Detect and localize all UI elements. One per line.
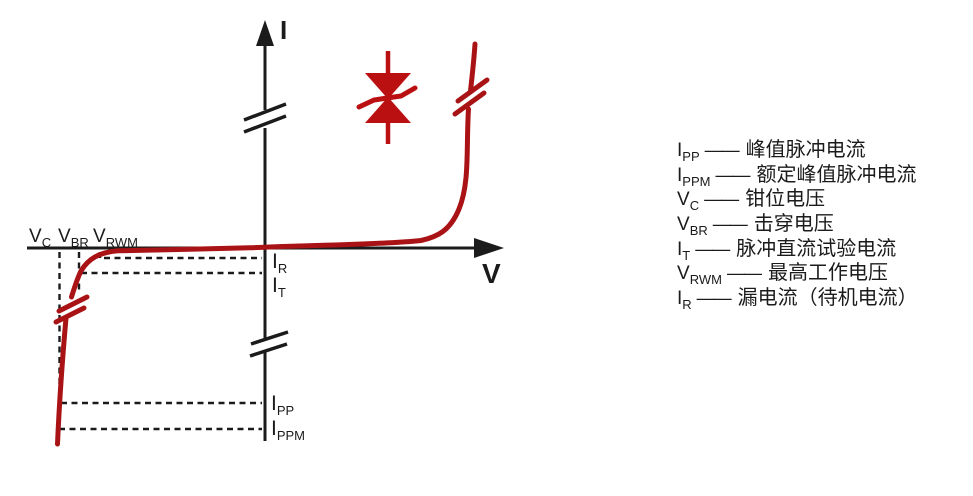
vbr-sub: BR <box>70 234 89 250</box>
legend-description: 脉冲直流试验电流 <box>736 237 897 260</box>
ippm-sub: PPM <box>276 428 306 444</box>
curve-right-top-segment <box>468 41 478 94</box>
y-axis-label: I <box>280 15 288 45</box>
label-vbr: VBR <box>58 227 89 249</box>
diode-lower-triangle <box>365 97 411 123</box>
legend-symbol: VBR <box>677 214 708 238</box>
y-axis-break-bottom <box>249 330 289 358</box>
x-axis-label: V <box>482 258 501 289</box>
iv-curve <box>55 41 478 447</box>
legend-description: 额定峰值脉冲电流 <box>756 163 917 186</box>
vrwm-main: V <box>93 226 106 247</box>
legend-dash: —— <box>704 140 740 160</box>
legend-description: 钳位电压 <box>745 188 826 211</box>
legend-item-ipp: IPP —— 峰值脉冲电流 <box>677 133 967 163</box>
ir-main: I <box>272 250 278 273</box>
legend-item-it: IT —— 脉冲直流试验电流 <box>677 232 967 262</box>
legend-item-vbr: VBR —— 击穿电压 <box>677 207 967 237</box>
vc-sub: C <box>41 234 52 250</box>
label-ipp: IPP <box>271 393 294 417</box>
legend-description: 最高工作电压 <box>767 262 888 285</box>
label-ippm: IPPM <box>271 418 305 442</box>
legend: IPP —— 峰值脉冲电流 IPPM —— 额定峰值脉冲电流 VC —— 钳位电… <box>677 133 967 311</box>
legend-symbol: IT <box>677 238 691 263</box>
ipp-sub: PP <box>276 403 295 419</box>
legend-symbol: IPP <box>677 140 700 164</box>
curve-break-left <box>53 294 90 325</box>
curve-main <box>69 106 471 300</box>
legend-item-ippm: IPPM —— 额定峰值脉冲电流 <box>677 158 967 188</box>
legend-description: 击穿电压 <box>753 213 834 236</box>
it-sub: T <box>277 285 286 301</box>
ippm-main: I <box>271 417 277 440</box>
y-axis-arrowhead <box>256 20 274 46</box>
legend-description: 漏电流（待机电流） <box>737 287 918 310</box>
diode-zener-bar <box>356 85 418 110</box>
y-axis-break-top <box>243 102 287 134</box>
label-vc: VC <box>29 227 51 249</box>
legend-symbol: IR <box>677 288 692 312</box>
ir-sub: R <box>277 261 288 277</box>
it-main: I <box>272 274 278 297</box>
legend-item-vrwm: VRWM —— 最高工作电压 <box>677 256 967 286</box>
legend-dash: —— <box>726 263 762 284</box>
legend-symbol: VRWM <box>677 263 722 288</box>
label-it: IT <box>272 275 286 299</box>
legend-dash: —— <box>712 214 748 235</box>
vc-main: V <box>29 226 42 247</box>
curve-break-right <box>452 77 490 117</box>
legend-symbol: IPPM <box>677 164 711 189</box>
vbr-main: V <box>58 226 71 247</box>
curve-left-bottom-segment <box>55 315 69 447</box>
ipp-main: I <box>271 392 277 415</box>
legend-dash: —— <box>696 288 732 309</box>
legend-dash: —— <box>704 189 739 210</box>
vrwm-sub: RWM <box>105 234 138 250</box>
legend-item-vc: VC —— 钳位电压 <box>677 182 967 212</box>
diode-upper-triangle <box>365 73 411 99</box>
x-axis-arrowhead <box>474 238 504 258</box>
legend-description: 峰值脉冲电流 <box>745 139 866 161</box>
legend-symbol: VC <box>677 189 700 214</box>
guide-lines <box>58 252 262 431</box>
legend-item-ir: IR —— 漏电流（待机电流） <box>677 281 967 311</box>
legend-dash: —— <box>715 164 750 185</box>
tvs-diode-icon <box>356 51 418 144</box>
label-vrwm: VRWM <box>93 227 138 249</box>
label-ir: IR <box>272 251 287 275</box>
legend-dash: —— <box>695 238 730 259</box>
